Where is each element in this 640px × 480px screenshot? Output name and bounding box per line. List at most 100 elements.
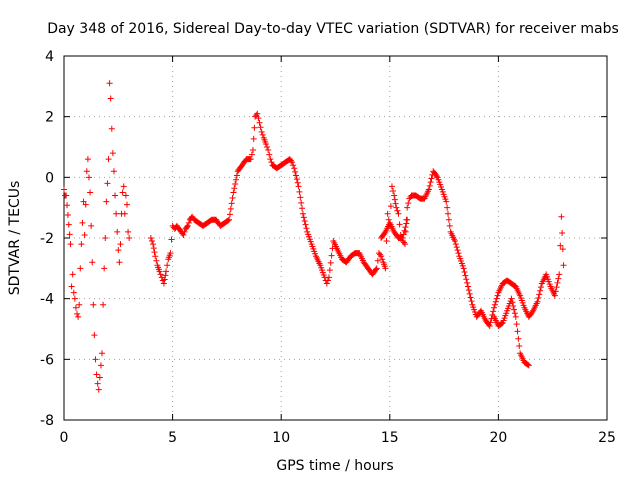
data-point <box>553 284 560 291</box>
data-point <box>455 250 462 257</box>
data-point <box>95 386 102 393</box>
data-point <box>249 147 256 154</box>
data-point <box>151 249 158 256</box>
data-point <box>257 124 264 131</box>
data-point <box>451 238 458 245</box>
data-point <box>80 198 87 205</box>
data-point <box>248 151 255 158</box>
data-point <box>233 176 240 183</box>
data-point <box>400 231 407 238</box>
data-point <box>534 298 541 305</box>
data-point <box>153 257 160 264</box>
data-point <box>559 246 566 253</box>
data-point <box>445 216 452 223</box>
data-point <box>88 222 95 229</box>
data-point <box>70 289 77 296</box>
data-point <box>180 231 187 238</box>
tick-labels: 0 5 10 15 20 25 -8 -6 -4 -2 0 2 4 <box>40 49 616 446</box>
y-tick-label: -4 <box>40 292 54 308</box>
data-point <box>379 256 386 263</box>
data-point <box>106 80 113 87</box>
data-point <box>552 288 559 295</box>
data-point <box>297 194 304 201</box>
data-point <box>94 380 101 387</box>
data-point <box>464 279 471 286</box>
data-point <box>464 283 471 290</box>
data-point <box>185 219 192 226</box>
data-point <box>150 245 157 252</box>
data-point <box>372 266 379 273</box>
data-point <box>509 299 516 306</box>
data-point <box>387 203 394 210</box>
data-point <box>554 279 561 286</box>
data-point <box>266 151 273 158</box>
data-point <box>184 222 191 229</box>
data-point <box>267 156 274 163</box>
data-point <box>225 217 232 224</box>
data-point <box>231 185 238 192</box>
data-point <box>101 265 108 272</box>
data-point <box>230 189 237 196</box>
data-point <box>112 192 119 199</box>
data-point <box>102 235 109 241</box>
data-point <box>556 271 563 278</box>
data-point <box>114 228 121 235</box>
data-point <box>463 276 470 283</box>
data-point <box>327 259 334 266</box>
data-point <box>68 283 75 290</box>
x-tick-label: 10 <box>272 430 290 446</box>
data-point <box>466 290 473 297</box>
data-point <box>524 361 531 368</box>
data-point <box>157 271 164 278</box>
data-point <box>254 110 261 117</box>
x-tick-label: 20 <box>489 430 507 446</box>
data-point <box>299 205 306 212</box>
data-point <box>444 204 451 211</box>
data-point <box>328 252 335 259</box>
data-point <box>103 198 110 205</box>
data-point <box>64 202 71 209</box>
x-tick-label: 5 <box>168 430 177 446</box>
data-point <box>164 262 171 269</box>
data-point <box>392 200 399 207</box>
data-point <box>296 188 303 195</box>
data-point <box>259 131 266 138</box>
data-point <box>425 186 432 193</box>
y-tick-label: -8 <box>40 413 54 429</box>
data-point <box>396 221 403 228</box>
x-tick-label: 15 <box>381 430 399 446</box>
data-point <box>152 253 159 260</box>
data-point <box>428 175 435 182</box>
data-point <box>76 301 83 308</box>
data-point <box>467 294 474 301</box>
data-point <box>82 201 89 208</box>
data-point <box>67 241 74 248</box>
data-point <box>462 272 469 279</box>
data-point <box>403 220 410 227</box>
data-point <box>69 271 76 278</box>
chart-title: Day 348 of 2016, Sidereal Day-to-day VTE… <box>47 21 619 37</box>
data-point <box>226 211 233 218</box>
data-point <box>511 310 518 317</box>
data-point <box>300 214 307 221</box>
data-point <box>487 319 494 326</box>
data-point <box>404 204 411 211</box>
data-point <box>78 241 85 248</box>
data-point <box>81 231 88 238</box>
data-point <box>399 235 406 241</box>
data-point <box>302 221 309 228</box>
data-point <box>107 95 114 102</box>
data-point <box>181 228 188 235</box>
data-point <box>89 259 96 266</box>
data-point <box>382 265 389 272</box>
data-point <box>301 218 308 225</box>
data-point <box>100 301 107 308</box>
data-point <box>393 204 400 211</box>
data-point <box>148 238 155 245</box>
data-point <box>391 196 398 203</box>
data-point <box>558 213 565 220</box>
data-point <box>121 210 128 217</box>
data-point <box>529 309 536 316</box>
x-tick-label: 25 <box>598 430 616 446</box>
